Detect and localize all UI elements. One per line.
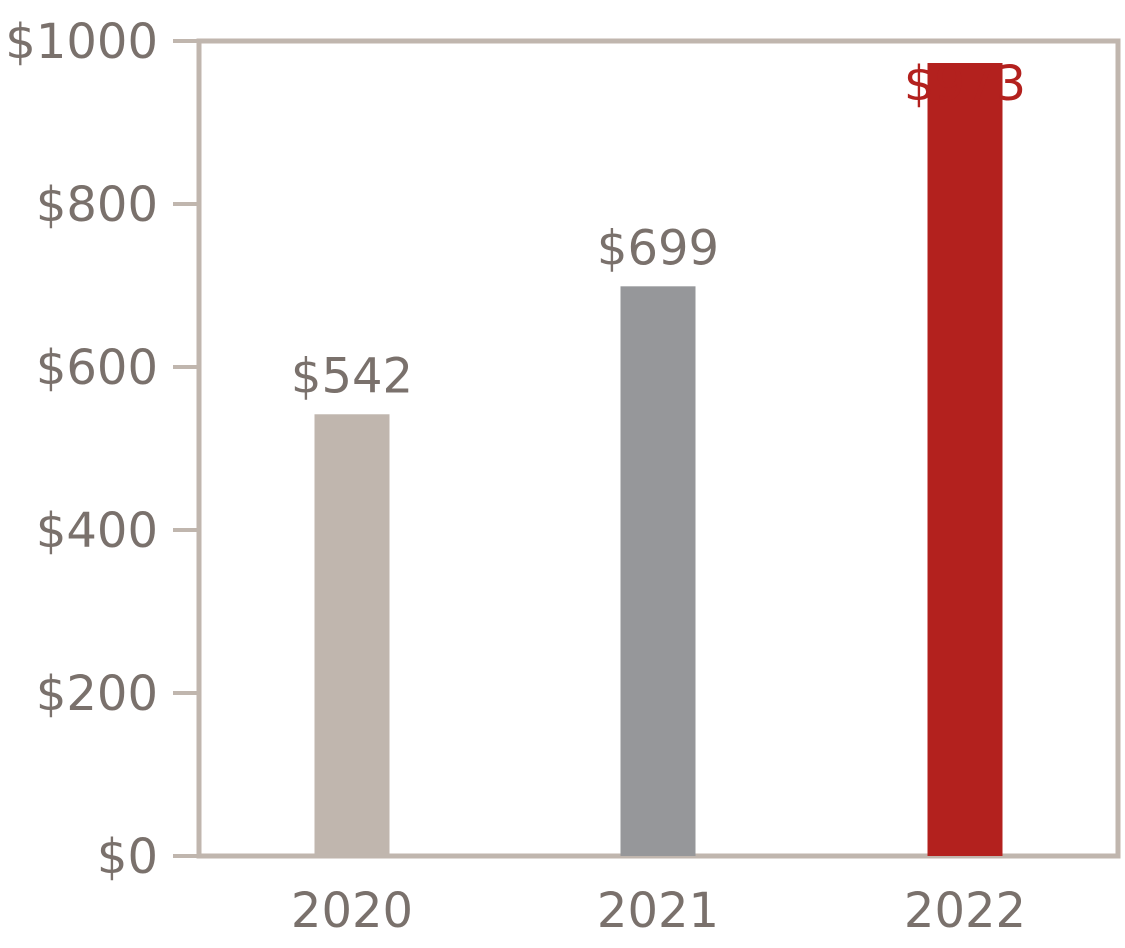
data-label-2021: $699 <box>597 220 719 276</box>
y-tick-label: $800 <box>36 177 158 233</box>
bar-2022 <box>927 63 1003 856</box>
x-tick-label: 2020 <box>291 883 413 939</box>
x-tick-label: 2022 <box>904 883 1026 939</box>
x-tick-label: 2021 <box>597 883 719 939</box>
data-label-2020: $542 <box>291 348 413 404</box>
y-tick-label: $0 <box>97 829 158 885</box>
bar-2020 <box>314 414 390 856</box>
y-tick-label: $200 <box>36 666 158 722</box>
y-tick-label: $600 <box>36 340 158 396</box>
y-tick-label: $400 <box>36 503 158 559</box>
data-label-2022: $973 <box>904 56 1026 112</box>
y-tick-label: $1000 <box>5 14 158 70</box>
bar-2021 <box>620 286 696 856</box>
